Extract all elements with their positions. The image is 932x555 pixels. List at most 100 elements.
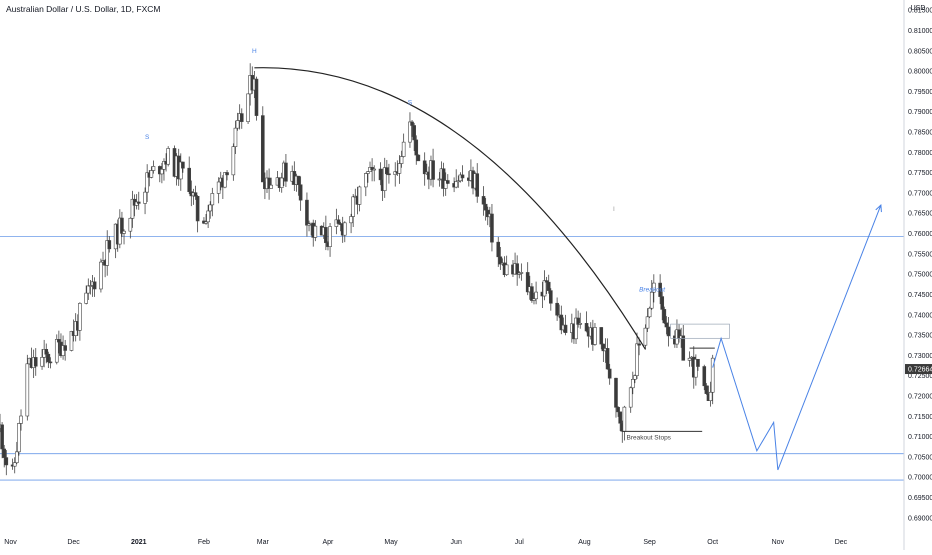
- candle-up: [643, 327, 648, 346]
- candle-up: [372, 168, 377, 171]
- candle-down: [498, 256, 503, 265]
- x-tick-label: Jul: [515, 539, 524, 546]
- y-axis-unit-label: USD: [911, 5, 926, 12]
- candle-up: [443, 180, 448, 189]
- y-tick-label: 0.73500: [908, 333, 932, 340]
- x-tick-label: Feb: [198, 539, 210, 546]
- candle-up: [519, 272, 524, 274]
- candle-down: [696, 358, 700, 367]
- candle-up: [710, 357, 715, 393]
- candle-up: [69, 331, 74, 351]
- candle-up: [86, 285, 91, 294]
- candle-down: [702, 366, 707, 387]
- candle-down: [336, 219, 341, 224]
- candle-down: [431, 160, 435, 180]
- candle-up: [223, 172, 227, 188]
- y-tick-label: 0.76500: [908, 211, 932, 218]
- candle-up: [542, 280, 547, 297]
- candle-down: [410, 121, 414, 126]
- candle-down: [187, 167, 192, 192]
- y-tick-label: 0.78500: [908, 130, 932, 137]
- candle-up: [40, 356, 44, 367]
- x-tick-label: May: [384, 539, 398, 546]
- candle-down: [515, 263, 519, 275]
- candle-down: [239, 113, 244, 122]
- candle-down: [584, 323, 589, 332]
- annotation-label: Breakout: [639, 287, 666, 294]
- candle-down: [63, 345, 67, 351]
- candle-up: [645, 316, 650, 329]
- y-tick-label: 0.70000: [908, 475, 932, 482]
- candle-up: [162, 161, 166, 170]
- x-tick-label: Apr: [323, 539, 335, 546]
- candle-up: [504, 264, 509, 276]
- x-tick-label: Nov: [4, 539, 17, 546]
- candle-up: [694, 358, 698, 378]
- candle-down: [254, 78, 259, 116]
- candle-down: [4, 457, 9, 466]
- x-tick-label: 2021: [131, 539, 147, 546]
- candle-down: [46, 353, 51, 363]
- candle-up: [179, 161, 183, 180]
- candle-up: [216, 181, 221, 194]
- candle-up: [454, 181, 459, 188]
- candle-down: [324, 227, 328, 244]
- y-tick-label: 0.75000: [908, 272, 932, 279]
- candle-down: [57, 339, 61, 343]
- candle-down: [414, 139, 419, 156]
- candle-up: [578, 323, 583, 325]
- annotation-label: S: [408, 99, 413, 106]
- candle-down: [601, 343, 606, 352]
- candle-up: [649, 291, 654, 309]
- retest-zone-box: [670, 323, 730, 339]
- x-tick-label: Mar: [257, 539, 270, 546]
- y-tick-label: 0.74000: [908, 312, 932, 319]
- candle-up: [160, 168, 164, 175]
- candle-up: [593, 327, 597, 345]
- candle-up: [105, 240, 110, 266]
- candle-up: [19, 415, 23, 424]
- candle-up: [151, 166, 156, 171]
- candle-down: [530, 286, 534, 301]
- candle-up: [88, 285, 93, 287]
- candle-down: [616, 406, 620, 413]
- candle-down: [605, 348, 610, 370]
- candle-down: [92, 281, 97, 290]
- x-tick-label: Dec: [67, 539, 80, 546]
- candle-down: [481, 196, 486, 205]
- candle-down: [637, 343, 641, 346]
- candle-up: [635, 343, 639, 376]
- candle-up: [17, 423, 21, 453]
- candle-up: [313, 225, 318, 238]
- projection-arrowhead: [875, 204, 882, 213]
- candle-up: [342, 222, 347, 236]
- candle-up: [246, 93, 250, 122]
- candle-up: [84, 292, 88, 304]
- candle-up: [279, 177, 284, 188]
- candle-up: [437, 178, 442, 181]
- x-tick-label: Oct: [707, 539, 718, 546]
- candle-down: [664, 322, 669, 328]
- candle-up: [708, 391, 713, 401]
- candle-down: [181, 161, 185, 169]
- candle-down: [44, 348, 49, 355]
- annotation-label: Breakout Stops: [626, 434, 671, 441]
- annotation-label: H: [252, 48, 257, 55]
- candle-down: [370, 167, 374, 171]
- y-tick-label: 0.77000: [908, 190, 932, 197]
- candle-up: [532, 298, 536, 301]
- candle-up: [99, 261, 103, 290]
- candle-up: [145, 172, 149, 193]
- candle-down: [136, 201, 141, 204]
- head-shoulders-arc: [254, 67, 646, 350]
- candle-up: [233, 127, 238, 147]
- candle-down: [599, 327, 604, 345]
- candle-up: [628, 387, 633, 408]
- x-tick-label: Sep: [643, 539, 656, 546]
- candle-down: [666, 326, 671, 337]
- y-tick-label: 0.81500: [908, 8, 932, 15]
- candle-down: [618, 411, 622, 424]
- candle-up: [208, 204, 213, 212]
- candle-up: [397, 163, 402, 174]
